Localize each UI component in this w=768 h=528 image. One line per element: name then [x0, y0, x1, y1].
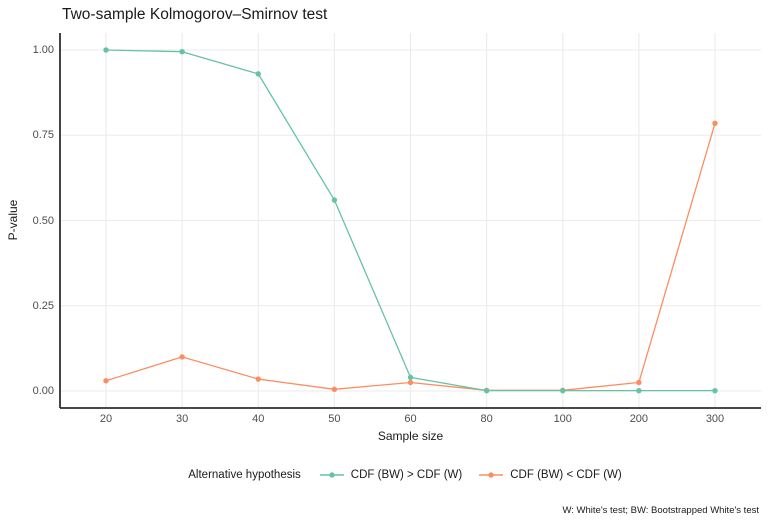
data-point: [712, 387, 718, 394]
caption: W: White's test; BW: Bootstrapped White'…: [562, 505, 759, 516]
x-tick-label: 50: [328, 413, 341, 425]
legend: Alternative hypothesis CDF (BW) > CDF (W…: [42, 463, 768, 487]
data-point: [255, 376, 261, 382]
x-axis-title: Sample size: [377, 429, 444, 443]
y-tick-label: 0.50: [32, 214, 54, 227]
data-point: [712, 120, 718, 127]
y-tick-label: 0.75: [32, 129, 54, 142]
x-tick-label: 300: [705, 413, 725, 425]
data-point: [179, 354, 185, 360]
x-tick-label: 80: [480, 413, 493, 425]
y-tick-label: 0.25: [32, 299, 54, 312]
x-tick-label: 30: [176, 413, 189, 425]
legend-entry: CDF (BW) < CDF (W): [478, 469, 622, 481]
legend-key-icon: [479, 472, 504, 478]
legend-title: Alternative hypothesis: [188, 469, 301, 481]
data-point: [483, 387, 490, 394]
data-point: [331, 386, 338, 392]
y-axis-title: P-value: [6, 199, 20, 241]
x-tick-label: 60: [404, 413, 417, 425]
data-point: [179, 49, 185, 55]
data-point: [255, 71, 261, 77]
data-point: [103, 47, 109, 53]
y-tick-label: 0.00: [32, 385, 54, 397]
data-point: [636, 387, 642, 394]
data-point: [103, 378, 109, 384]
gridlines: [60, 33, 761, 408]
legend-key-icon: [319, 472, 344, 478]
x-tick-label: 200: [629, 413, 649, 425]
series-0-points: [103, 47, 718, 394]
x-tick-label: 100: [553, 413, 572, 425]
y-tick-label: 1.00: [32, 44, 54, 56]
legend-entry-label: CDF (BW) > CDF (W): [350, 469, 463, 481]
data-point: [407, 379, 414, 386]
legend-entry: CDF (BW) > CDF (W): [319, 469, 462, 481]
data-point: [560, 387, 566, 394]
data-point: [331, 197, 338, 203]
legend-entry-label: CDF (BW) < CDF (W): [510, 469, 622, 481]
legend-entries: CDF (BW) > CDF (W) CDF (BW) < CDF (W): [319, 469, 622, 481]
x-tick-label: 20: [99, 413, 113, 425]
data-point: [636, 379, 642, 386]
x-tick-label: 40: [252, 413, 265, 425]
chart-title: Two-sample Kolmogorov–Smirnov test: [62, 6, 328, 23]
data-point: [407, 374, 414, 381]
